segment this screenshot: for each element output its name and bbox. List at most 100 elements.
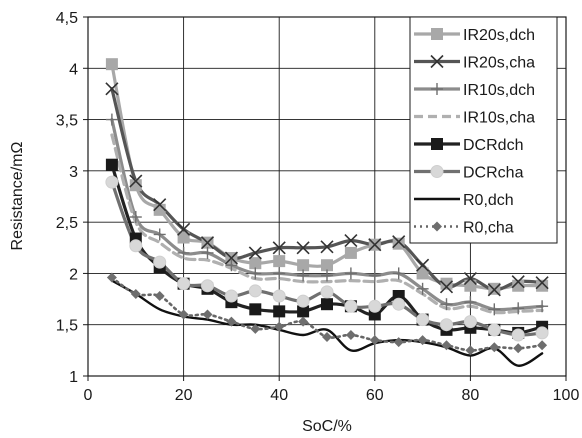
plot-area-frame [87, 16, 567, 377]
data-point [130, 288, 141, 299]
legend-swatch-marker [431, 28, 443, 40]
data-point [250, 323, 261, 334]
legend: IR20s,dch IR20s,cha IR10s,dch IR10s,cha DCRd… [409, 16, 558, 244]
legend-swatch-marker [430, 165, 444, 178]
data-point [320, 285, 334, 299]
data-point [105, 58, 118, 71]
legend-box [409, 16, 558, 244]
data-point [345, 329, 356, 340]
data-point [249, 303, 262, 316]
legend-label: DCRdch [463, 137, 523, 154]
tick-labels: 1 1,5 2 2,5 3 3,5 4 4,5 0 20 40 60 80 100 [56, 10, 580, 404]
data-point [202, 309, 213, 320]
data-point [273, 255, 286, 268]
data-point [512, 279, 525, 292]
legend-swatch-marker [430, 54, 444, 69]
legend-label: R0,cha [463, 220, 514, 237]
data-point [129, 211, 142, 224]
data-point [489, 342, 500, 353]
y-tick-label: 4,5 [56, 10, 78, 27]
y-tick-label: 3,5 [56, 113, 78, 130]
data-point [321, 269, 333, 282]
data-point [129, 239, 143, 253]
y-tick-label: 1 [69, 369, 78, 386]
data-point [344, 267, 357, 280]
x-axis-label: SoC/% [302, 418, 352, 435]
y-axis-label: Resistance/mΩ [9, 142, 26, 251]
data-point [249, 257, 262, 270]
data-point [392, 267, 405, 280]
data-point [105, 175, 119, 189]
data-point [320, 240, 334, 254]
x-tick-label: 60 [366, 387, 384, 404]
data-point [463, 315, 477, 329]
legend-label: IR10s,dch [463, 82, 535, 99]
data-point [416, 267, 429, 280]
y-tick-label: 3 [69, 164, 78, 181]
legend-swatch-marker [431, 83, 443, 95]
data-point [440, 277, 453, 290]
data-point [368, 269, 381, 282]
data-point [296, 294, 310, 308]
data-point [200, 236, 215, 250]
data-point [393, 337, 404, 348]
x-tick-label: 100 [553, 387, 580, 404]
legend-label: R0,dch [463, 192, 514, 209]
data-point [344, 234, 358, 248]
data-point [105, 113, 118, 126]
data-point [416, 313, 430, 327]
legend-label: IR20s,cha [463, 55, 535, 72]
data-point [248, 246, 262, 260]
legend-swatch-marker [432, 221, 442, 232]
data-point [465, 345, 476, 356]
data-point [535, 326, 549, 340]
legend-label: IR10s,cha [463, 110, 535, 127]
data-point [368, 238, 382, 252]
data-point [178, 309, 189, 320]
data-point [368, 299, 382, 313]
data-point [153, 228, 166, 241]
data-point [511, 328, 525, 342]
data-point [417, 335, 428, 346]
data-point [201, 279, 214, 293]
data-point [154, 290, 165, 301]
data-point [224, 251, 238, 265]
legend-label: IR20s,dch [463, 27, 535, 44]
data-point [129, 179, 142, 192]
data-point [105, 158, 118, 171]
y-tick-label: 2 [69, 266, 78, 283]
data-point [273, 305, 286, 318]
x-tick-label: 20 [175, 387, 193, 404]
data-point [224, 289, 238, 303]
x-tick-label: 40 [270, 387, 288, 404]
data-point [535, 276, 549, 290]
data-point [440, 298, 453, 311]
y-tick-label: 2,5 [56, 215, 78, 232]
y-tick-label: 1,5 [56, 318, 78, 335]
data-point [440, 318, 453, 332]
data-point [439, 280, 454, 294]
data-point [441, 340, 452, 351]
data-point [463, 271, 477, 286]
data-point [392, 235, 406, 249]
data-point [177, 246, 190, 259]
data-point [487, 323, 501, 337]
data-point [369, 335, 380, 346]
data-point [537, 340, 548, 351]
data-point [416, 258, 430, 272]
data-point [488, 303, 501, 316]
data-point [105, 82, 119, 96]
data-point [153, 255, 167, 269]
data-point [322, 332, 332, 343]
data-point [153, 203, 166, 216]
data-point [344, 246, 357, 259]
data-point [321, 298, 333, 311]
data-point [511, 275, 525, 289]
data-point [274, 321, 285, 332]
data-point [106, 272, 117, 283]
data-point [273, 267, 286, 280]
legend-swatch-marker [431, 138, 443, 150]
data-point [513, 343, 524, 354]
data-point [392, 297, 406, 311]
